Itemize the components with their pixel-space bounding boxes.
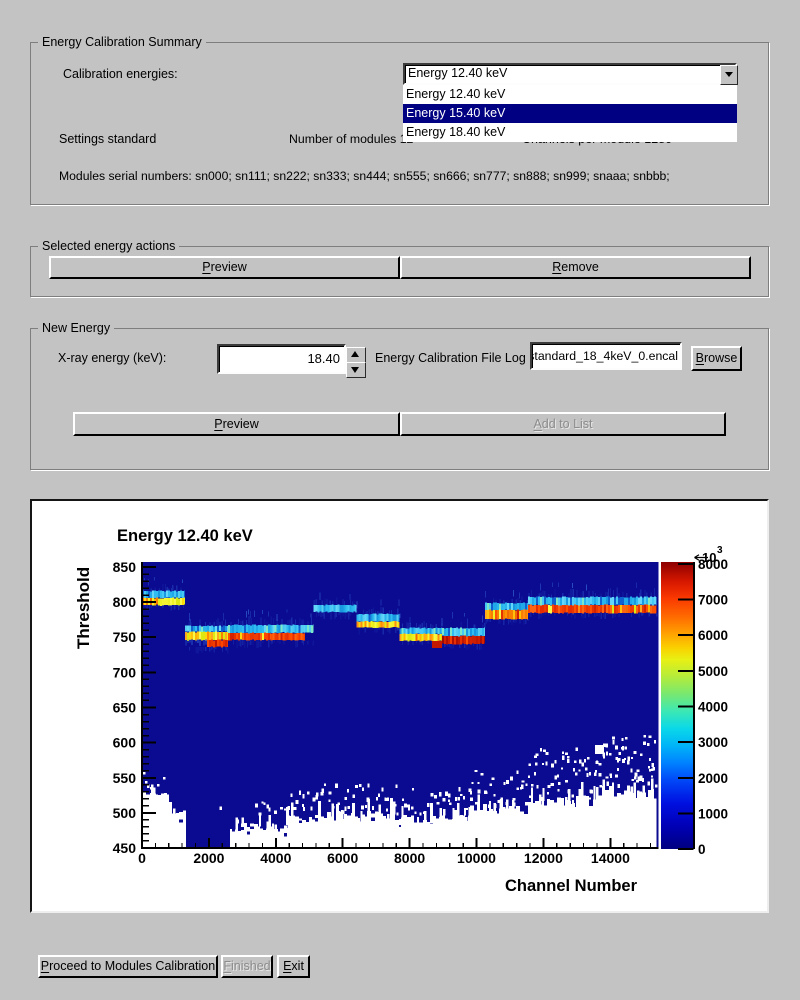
svg-text:10: 10 xyxy=(702,550,716,565)
svg-text:Energy 12.40 keV: Energy 12.40 keV xyxy=(117,527,253,545)
svg-text:2000: 2000 xyxy=(698,771,728,786)
svg-text:6000: 6000 xyxy=(327,850,358,866)
svg-text:600: 600 xyxy=(113,735,137,751)
svg-text:8000: 8000 xyxy=(394,850,425,866)
svg-text:8000: 8000 xyxy=(698,557,728,572)
svg-text:12000: 12000 xyxy=(524,850,563,866)
svg-text:550: 550 xyxy=(113,770,137,786)
svg-text:4000: 4000 xyxy=(260,850,291,866)
svg-text:14000: 14000 xyxy=(591,850,630,866)
svg-text:1000: 1000 xyxy=(698,806,728,821)
svg-text:7000: 7000 xyxy=(698,593,728,608)
svg-text:3000: 3000 xyxy=(698,735,728,750)
svg-text:500: 500 xyxy=(113,805,137,821)
svg-text:3: 3 xyxy=(717,545,723,556)
svg-text:450: 450 xyxy=(113,840,137,856)
svg-text:Channel Number: Channel Number xyxy=(505,877,638,895)
svg-text:700: 700 xyxy=(113,664,137,680)
svg-text:Threshold: Threshold xyxy=(74,567,93,649)
svg-text:5000: 5000 xyxy=(698,664,728,679)
svg-text:6000: 6000 xyxy=(698,628,728,643)
svg-text:2000: 2000 xyxy=(193,850,224,866)
svg-text:750: 750 xyxy=(113,629,137,645)
svg-text:850: 850 xyxy=(113,559,137,575)
svg-text:800: 800 xyxy=(113,594,137,610)
svg-text:0: 0 xyxy=(698,842,706,857)
svg-text:4000: 4000 xyxy=(698,700,728,715)
svg-text:10000: 10000 xyxy=(457,850,496,866)
svg-text:0: 0 xyxy=(138,850,146,866)
svg-text:650: 650 xyxy=(113,700,137,716)
